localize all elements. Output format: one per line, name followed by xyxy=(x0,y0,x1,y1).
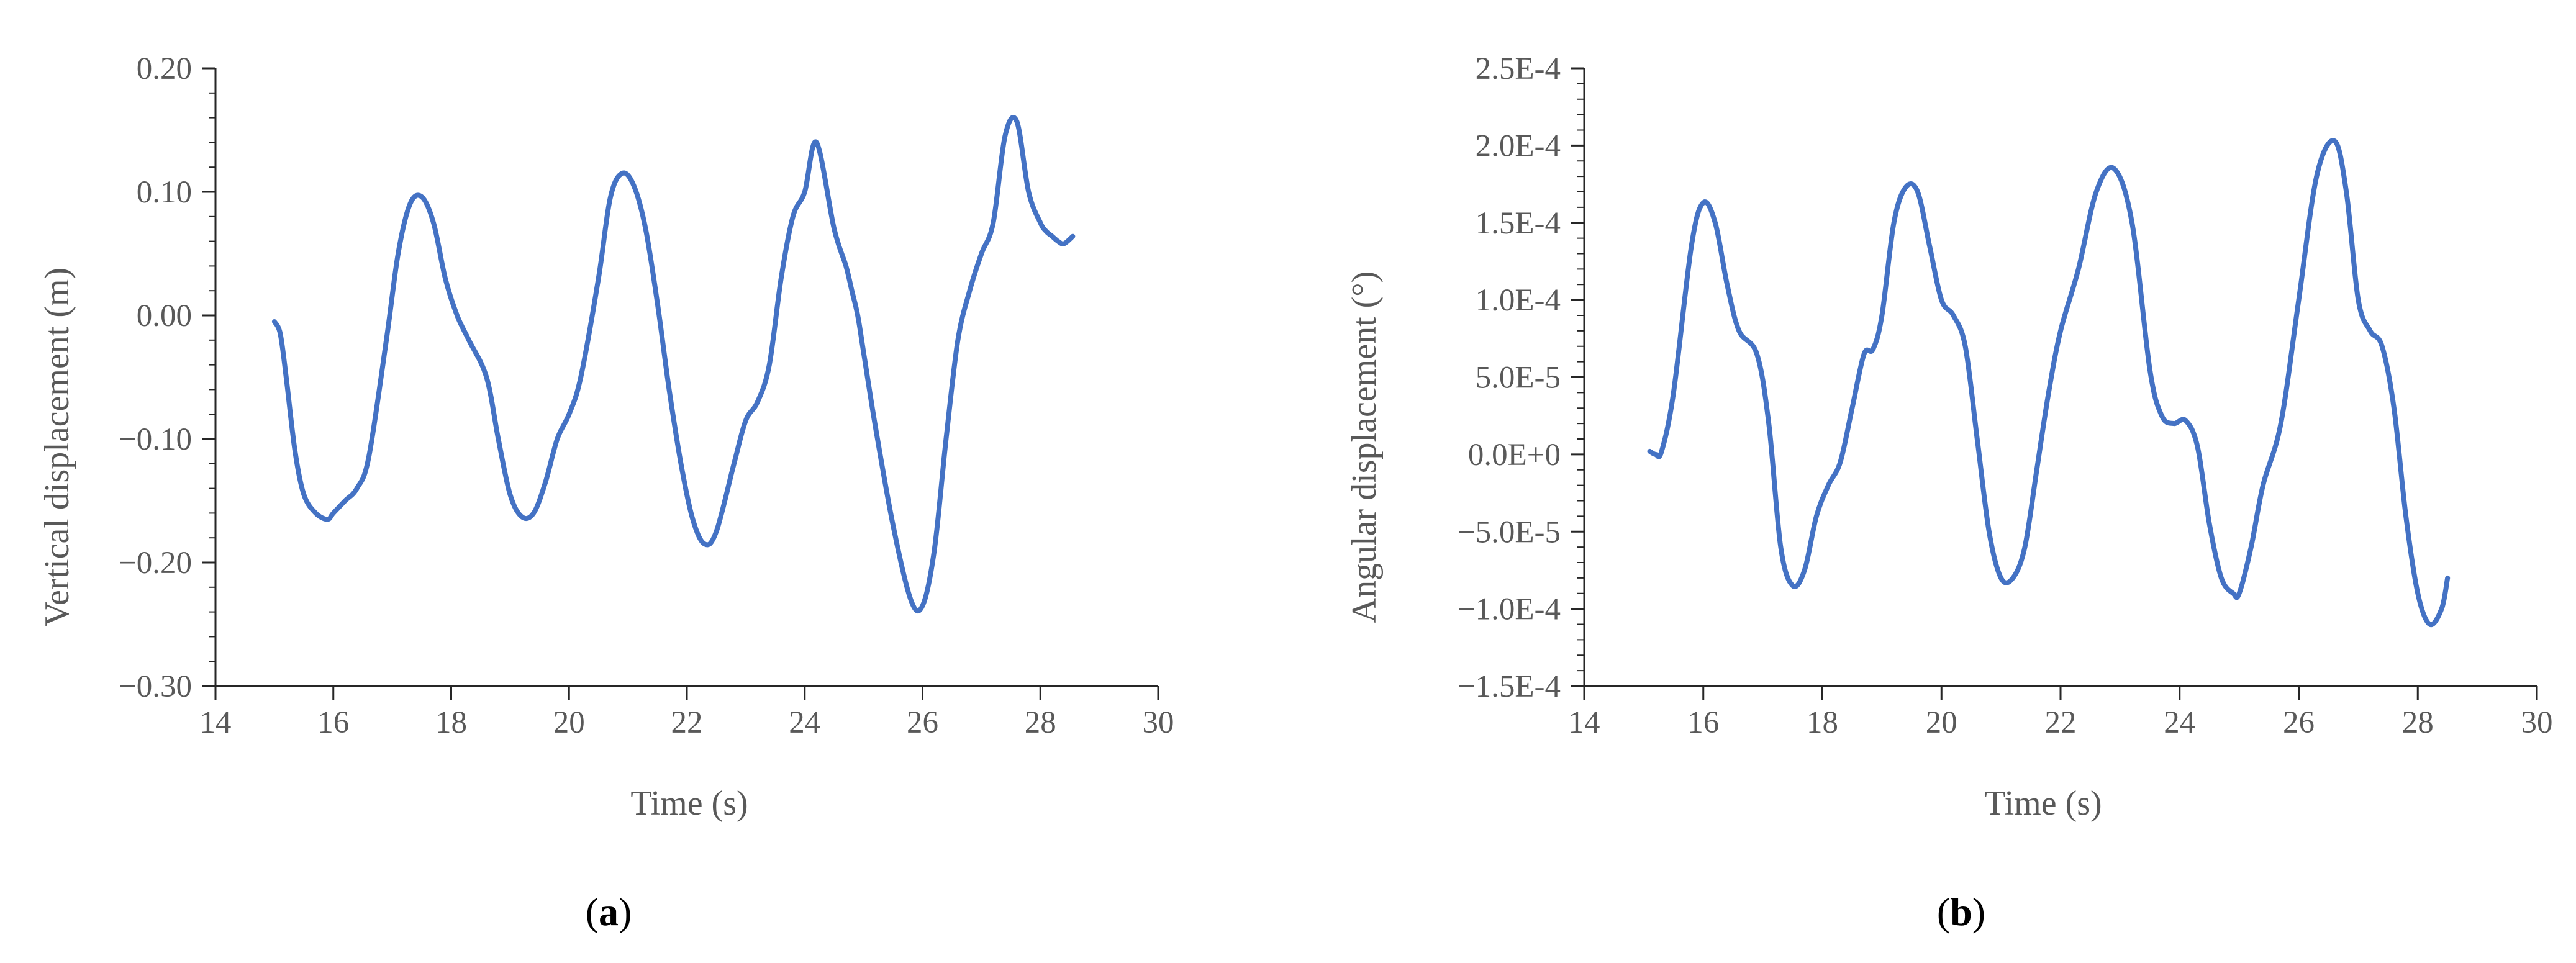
chart-b-xtick-label: 28 xyxy=(2402,705,2434,740)
chart-a-ytick-label: 0.20 xyxy=(137,52,192,86)
chart-a-xtick-label: 18 xyxy=(435,705,467,740)
chart-a-ytick-label: −0.20 xyxy=(119,546,192,581)
chart-b-ytick-label: 5.0E-5 xyxy=(1476,361,1561,396)
chart-a-xlabel: Time (s) xyxy=(630,784,748,823)
chart-b-ytick-label: −1.0E-4 xyxy=(1458,592,1561,627)
panel-label-a-close: ) xyxy=(619,890,632,934)
chart-a-xtick-label: 22 xyxy=(671,705,703,740)
panel-label-b: (b) xyxy=(1937,890,1985,934)
chart-a-xtick-label: 14 xyxy=(200,705,232,740)
chart-a-xtick-label: 26 xyxy=(907,705,938,740)
chart-a-xtick-label: 20 xyxy=(553,705,585,740)
chart-b-ytick-label: 2.5E-4 xyxy=(1476,52,1561,86)
chart-b-angular-displacement: Angular displacement (°) Time (s) −1.5E-… xyxy=(1345,52,2553,823)
chart-b-ylabel: Angular displacement (°) xyxy=(1345,271,1384,623)
chart-b-ytick-label: −1.5E-4 xyxy=(1458,669,1561,704)
chart-b-xtick-label: 20 xyxy=(1926,705,1957,740)
chart-a-vertical-displacement: Vertical displacement (m) Time (s) −0.30… xyxy=(38,52,1174,823)
chart-b-xtick-label: 16 xyxy=(1687,705,1719,740)
chart-b-xtick-label: 18 xyxy=(1807,705,1838,740)
chart-a-ytick-label: −0.10 xyxy=(119,422,192,457)
chart-a-xtick-label: 30 xyxy=(1143,705,1174,740)
chart-b-xlabel: Time (s) xyxy=(1984,784,2102,823)
chart-b-ytick-label: 1.0E-4 xyxy=(1476,283,1561,318)
chart-a-ytick-label: 0.00 xyxy=(137,299,192,333)
chart-b-xtick-label: 14 xyxy=(1569,705,1600,740)
chart-b-ytick-label: −5.0E-5 xyxy=(1458,515,1561,549)
chart-a-ylabel: Vertical displacement (m) xyxy=(38,268,76,626)
chart-b-ytick-label: 2.0E-4 xyxy=(1476,129,1561,163)
chart-b-ytick-label: 1.5E-4 xyxy=(1476,206,1561,241)
chart-a-xtick-label: 24 xyxy=(789,705,820,740)
chart-b-xtick-label: 24 xyxy=(2164,705,2195,740)
chart-a-xtick-label: 16 xyxy=(317,705,349,740)
chart-b-xtick-label: 22 xyxy=(2045,705,2077,740)
chart-a-ytick-label: 0.10 xyxy=(137,175,192,210)
panel-label-b-letter: b xyxy=(1950,890,1972,934)
panel-label-a-open: ( xyxy=(586,890,599,934)
chart-b-series-line xyxy=(1647,138,2451,628)
panel-label-a: (a) xyxy=(586,890,632,934)
panel-label-a-letter: a xyxy=(599,890,619,934)
panel-label-b-open: ( xyxy=(1937,890,1950,934)
chart-a-series-line xyxy=(271,115,1076,614)
chart-b-xtick-label: 30 xyxy=(2521,705,2553,740)
chart-a-xtick-label: 28 xyxy=(1025,705,1056,740)
chart-b-ytick-label: 0.0E+0 xyxy=(1468,438,1561,472)
chart-a-ytick-label: −0.30 xyxy=(119,669,192,704)
chart-b-xtick-label: 26 xyxy=(2283,705,2315,740)
panel-label-b-close: ) xyxy=(1972,890,1985,934)
